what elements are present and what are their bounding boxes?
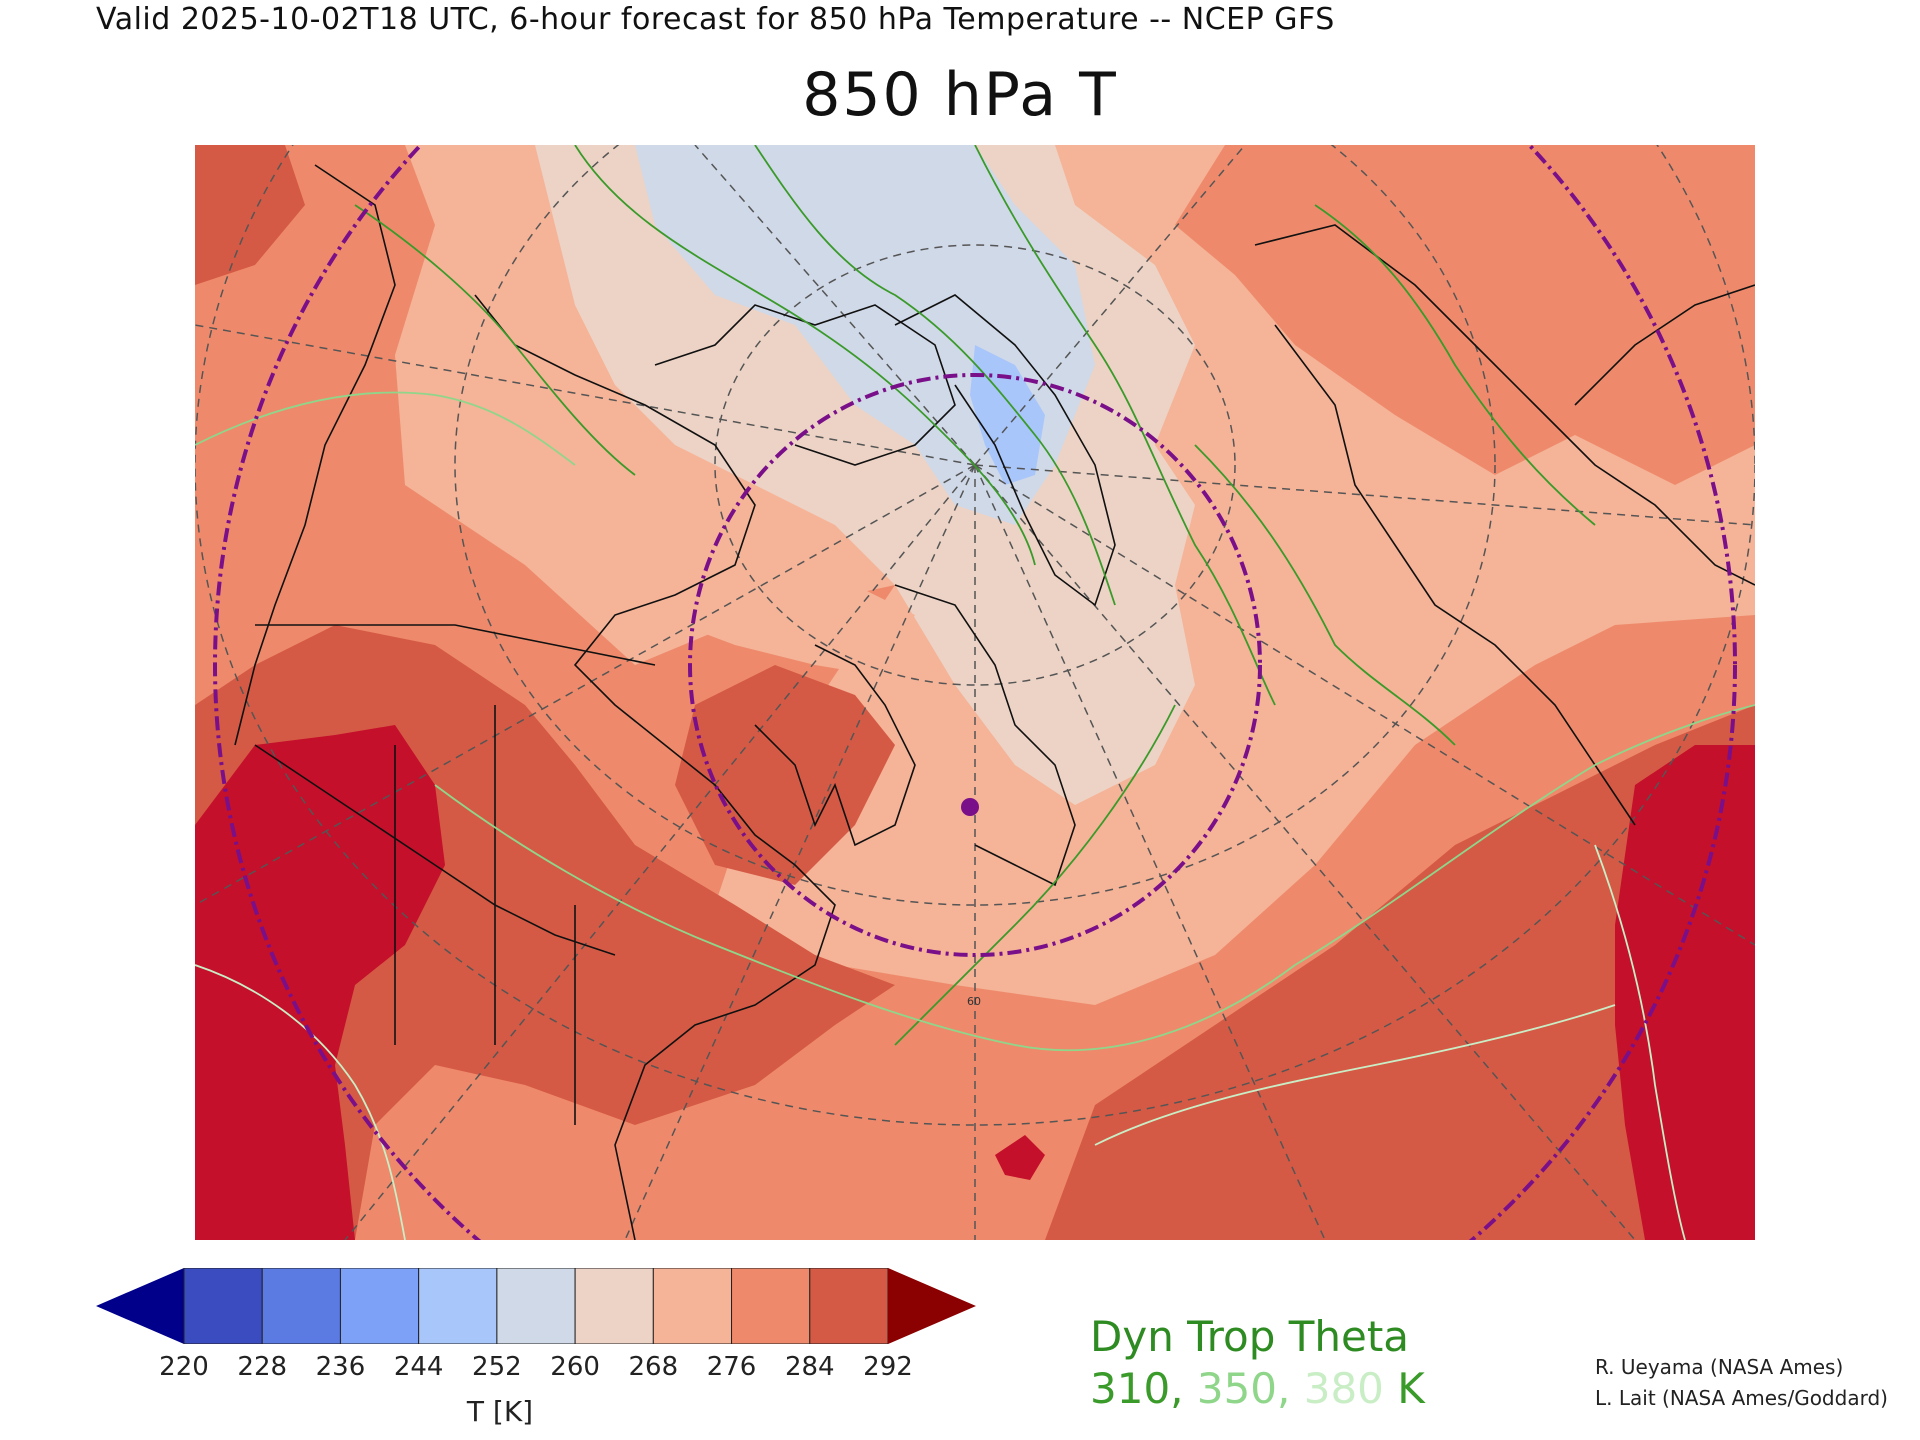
colorbar-tick-label: 236 — [315, 1352, 366, 1382]
graticule — [195, 145, 1755, 1240]
outer-reference-circle — [213, 145, 1737, 1240]
map-panel[interactable]: 60 — [195, 145, 1755, 1240]
temp-band-292-hudson — [675, 665, 895, 885]
legend-level-350: 350, — [1183, 1364, 1291, 1413]
colorbar-cell — [183, 1268, 263, 1344]
colorbar-tick-label: 252 — [472, 1352, 522, 1382]
colorbar-units-label: T [K] — [466, 1395, 534, 1428]
temp-spot-hot — [995, 1135, 1045, 1180]
colorbar-cell — [574, 1268, 654, 1344]
colorbar-tick-label: 268 — [628, 1352, 679, 1382]
temp-band-hot-east — [1615, 745, 1755, 1240]
contour-310-g — [1314, 204, 1596, 526]
legend-level-380: 380 — [1290, 1364, 1384, 1413]
colorbar-cell — [418, 1268, 498, 1344]
contour-350-a — [195, 391, 576, 466]
temp-band-276-canada — [615, 535, 915, 675]
colorbar-cell — [496, 1268, 576, 1344]
colorbar-tick-labels: 220 228 236 244 252 260 268 276 284 292 — [0, 1352, 1920, 1392]
colorbar-over-arrow — [888, 1268, 976, 1344]
credit-line-2: L. Lait (NASA Ames/Goddard) — [1595, 1386, 1888, 1410]
contour-380-b — [1594, 844, 1686, 1240]
colorbar-tick-label: 276 — [706, 1352, 757, 1382]
contour-legend-levels: 310, 350, 380 K — [1090, 1364, 1425, 1413]
colorbar-cell — [809, 1268, 889, 1344]
colorbar-tick-label: 228 — [237, 1352, 288, 1382]
credit-line-1: R. Ueyama (NASA Ames) — [1595, 1355, 1844, 1379]
temp-band-260 — [635, 145, 1095, 525]
temp-band-hot-west — [195, 725, 445, 1240]
contour-310-b — [754, 145, 1116, 606]
contour-310-e — [894, 704, 1176, 1046]
colorbar — [96, 1268, 976, 1344]
colorbar-tick-label: 244 — [393, 1352, 444, 1382]
gridline-label: 60 — [967, 995, 981, 1008]
contour-310-c — [974, 145, 1276, 706]
inner-reference-circle — [688, 373, 1262, 957]
colorbar-cells — [183, 1268, 889, 1344]
colorbar-tick-label: 220 — [159, 1352, 209, 1382]
legend-level-310: 310, — [1090, 1364, 1184, 1413]
colorbar-cell — [261, 1268, 341, 1344]
contour-legend-title: Dyn Trop Theta — [1090, 1312, 1410, 1361]
colorbar-tick-label: 284 — [784, 1352, 835, 1382]
colorbar-cell — [339, 1268, 420, 1344]
contour-310-d — [1194, 444, 1456, 746]
contour-310-a — [574, 145, 1036, 566]
credits: R. Ueyama (NASA Ames) L. Lait (NASA Ames… — [1595, 1352, 1888, 1414]
contour-350-c — [1294, 704, 1755, 966]
valid-time-header: Valid 2025-10-02T18 UTC, 6-hour forecast… — [96, 2, 1335, 37]
location-marker[interactable] — [961, 798, 979, 816]
temp-band-284-asia — [1175, 145, 1755, 485]
legend-unit: K — [1383, 1364, 1425, 1413]
plot-title: 850 hPa T — [802, 60, 1118, 130]
colorbar-tick-label: 260 — [550, 1352, 600, 1382]
colorbar-cell — [652, 1268, 733, 1344]
temp-band-292-pacific — [195, 145, 305, 285]
coastlines — [234, 164, 1755, 1240]
contour-310-f — [354, 204, 636, 476]
colorbar-tick-label: 292 — [863, 1352, 913, 1382]
temp-band-292-atlantic — [1045, 705, 1755, 1240]
dyn-trop-theta-contours — [195, 145, 1755, 1240]
contour-350-b — [434, 784, 1296, 1052]
temperature-map: 60 — [195, 145, 1755, 1240]
reference-circles — [213, 145, 1737, 1240]
contour-380-a — [195, 964, 406, 1240]
colorbar-under-arrow — [96, 1268, 184, 1344]
contour-380-c — [1094, 1004, 1616, 1146]
colorbar-cell — [731, 1268, 811, 1344]
